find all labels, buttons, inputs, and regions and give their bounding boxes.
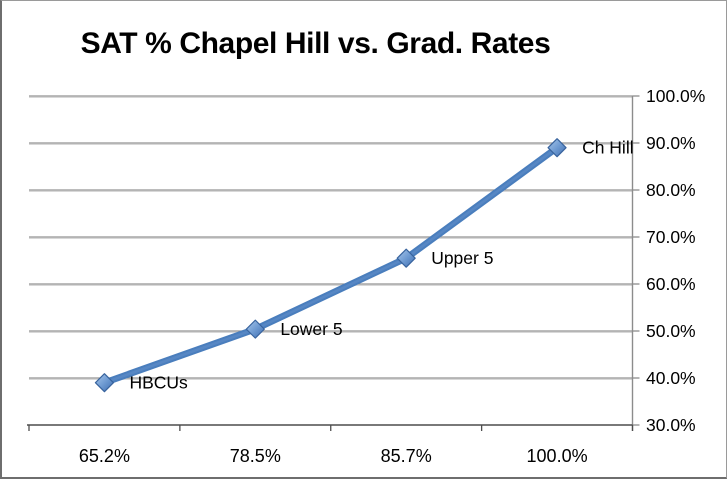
y-tick-label: 40.0% [646, 368, 696, 388]
data-point-label: Ch Hill [582, 138, 634, 158]
y-tick-label: 50.0% [646, 321, 696, 341]
y-tick-label: 30.0% [646, 415, 696, 435]
data-point-marker [396, 248, 416, 268]
data-point-marker [245, 319, 265, 339]
x-tick-label: 85.7% [381, 446, 432, 466]
y-tick-label: 90.0% [646, 133, 696, 153]
data-point-label: HBCUs [129, 373, 188, 393]
series-line-highlight [103, 146, 559, 385]
data-point-marker [547, 138, 567, 158]
y-tick-label: 100.0% [646, 86, 705, 106]
x-tick-label: 65.2% [79, 446, 130, 466]
x-tick-label: 100.0% [527, 446, 588, 466]
x-tick-label: 78.5% [230, 446, 281, 466]
y-tick-label: 70.0% [646, 227, 696, 247]
y-tick-label: 80.0% [646, 180, 696, 200]
chart-title: SAT % Chapel Hill vs. Grad. Rates [80, 27, 551, 60]
data-point-label: Lower 5 [280, 319, 342, 339]
y-tick-label: 60.0% [646, 274, 696, 294]
data-point-marker [94, 373, 115, 393]
data-point-label: Upper 5 [431, 248, 493, 268]
